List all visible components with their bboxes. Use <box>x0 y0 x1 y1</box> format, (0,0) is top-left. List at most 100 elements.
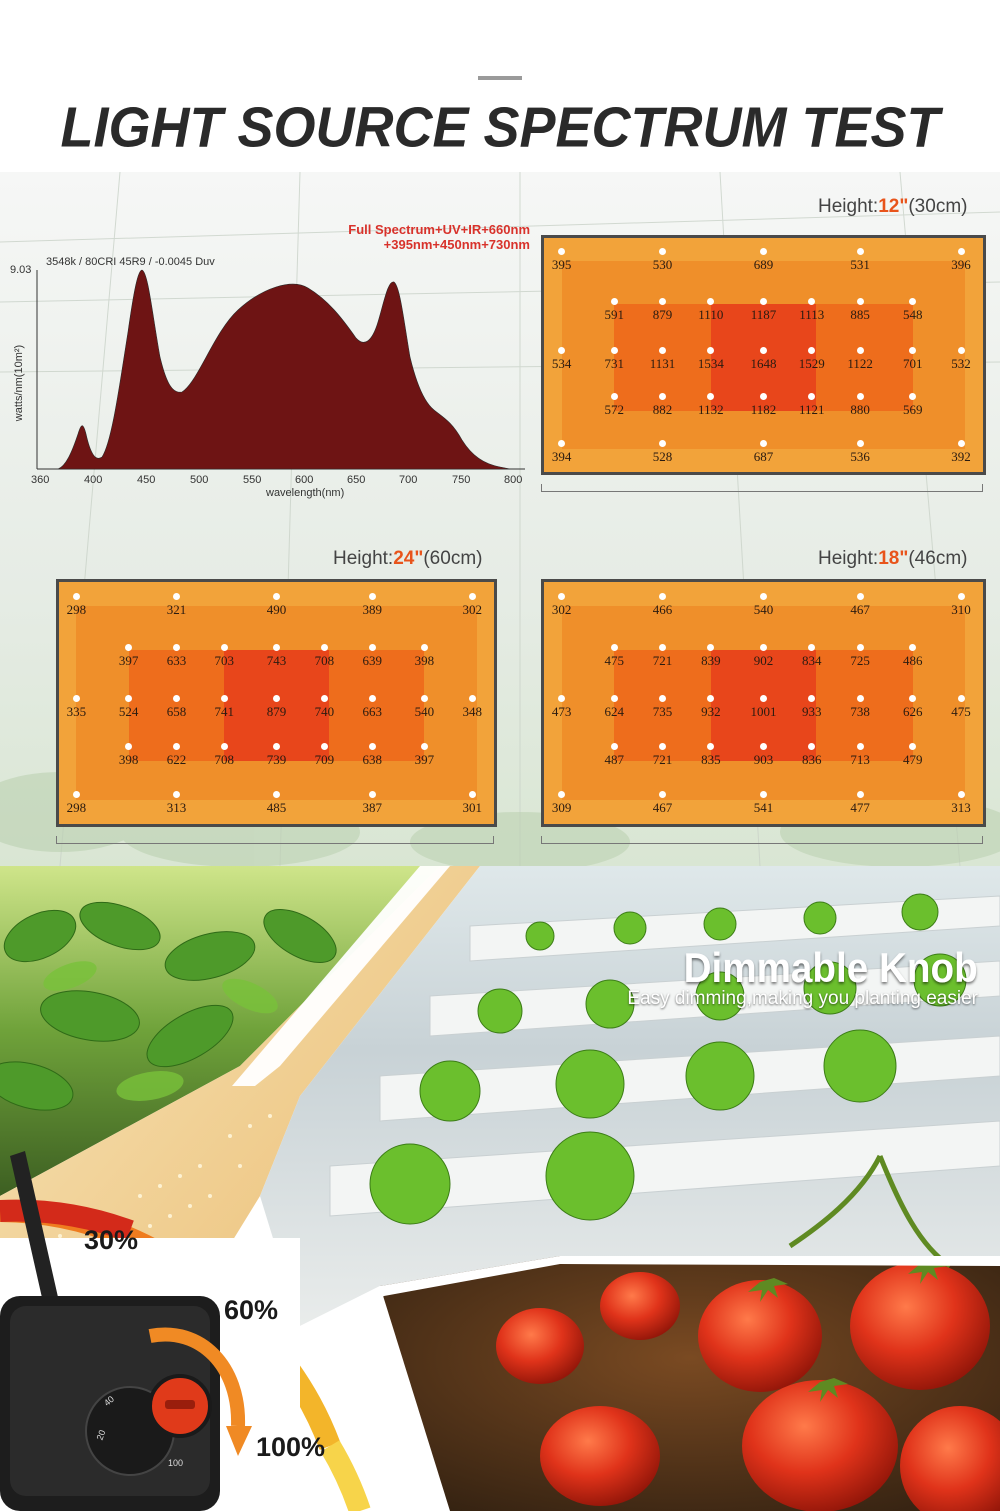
ppfd-value: 395 <box>544 248 593 273</box>
spectrum-chart: 3548k / 80CRI 45R9 / -0.0045 Duv 9.03 wa… <box>0 172 540 512</box>
measure-point-dot <box>72 791 80 799</box>
ppfd-value: 321 <box>145 592 207 618</box>
ppfd-number: 638 <box>362 751 382 767</box>
x-tick: 550 <box>243 474 262 486</box>
measure-point-dot <box>808 742 816 750</box>
x-tick: 600 <box>295 474 314 486</box>
ppfd-number: 626 <box>903 703 923 719</box>
x-tick: 500 <box>190 474 209 486</box>
ppfd-value: 626 <box>882 694 944 720</box>
measure-point-dot <box>760 592 767 600</box>
ppfd-value: 1529 <box>781 346 843 372</box>
ppfd-value: 721 <box>632 643 694 669</box>
measure-point-dot <box>760 643 767 651</box>
ppfd-number: 725 <box>850 652 870 668</box>
measure-point-dot <box>558 694 566 702</box>
dimmer-controller <box>0 1151 252 1511</box>
ppfd-value: 475 <box>930 694 983 720</box>
ppfd-value: 1001 <box>733 694 795 720</box>
ppfd-number: 572 <box>604 402 624 418</box>
ppfd-value: 475 <box>583 643 645 669</box>
grid-bracket <box>541 484 983 492</box>
ppfd-value: 572 <box>583 393 645 418</box>
ppfd-value: 703 <box>193 643 255 669</box>
measure-point-dot <box>659 440 667 448</box>
ppfd-value: 687 <box>733 440 795 465</box>
height-unit: (30cm) <box>908 196 968 217</box>
measure-point-dot <box>220 742 228 750</box>
measure-point-dot <box>468 592 476 600</box>
ppfd-value: 490 <box>246 592 308 618</box>
measure-point-dot <box>856 248 864 256</box>
ppfd-value: 689 <box>733 248 795 273</box>
measure-point-dot <box>125 694 133 702</box>
height-label: Height: <box>818 548 879 569</box>
ppfd-number: 721 <box>652 652 673 668</box>
ppfd-value: 392 <box>930 440 983 465</box>
ppfd-number: 301 <box>462 800 483 816</box>
measure-point-dot <box>468 694 476 702</box>
measure-point-dot <box>808 346 816 354</box>
ppfd-value: 524 <box>98 694 160 720</box>
measure-point-dot <box>610 643 618 651</box>
ppfd-number: 633 <box>166 652 187 668</box>
ppfd-number: 313 <box>166 800 187 816</box>
ppfd-number: 708 <box>214 751 235 767</box>
ppfd-number: 839 <box>701 652 721 668</box>
ppfd-value: 1131 <box>632 346 694 372</box>
measure-point-dot <box>273 643 280 651</box>
ppfd-number: 528 <box>652 449 673 465</box>
measure-point-dot <box>760 440 767 448</box>
measure-point-dot <box>659 248 667 256</box>
ppfd-value: 387 <box>341 791 403 816</box>
ppfd-number: 392 <box>951 449 971 465</box>
measure-point-dot <box>707 297 715 305</box>
measure-point-dot <box>707 393 715 401</box>
ppfd-number: 479 <box>903 751 923 767</box>
measure-point-dot <box>125 643 133 651</box>
dim-level-100: 100% <box>256 1432 326 1462</box>
ppfd-number: 532 <box>951 355 971 371</box>
ppfd-value: 725 <box>829 643 891 669</box>
ppfd-value: 486 <box>882 643 944 669</box>
ppfd-value: 1534 <box>680 346 742 372</box>
measure-point-dot <box>659 393 667 401</box>
measure-point-dot <box>610 346 618 354</box>
ppfd-value: 1648 <box>733 346 795 372</box>
height-value: 24" <box>393 548 424 569</box>
ppfd-value: 310 <box>930 592 983 618</box>
measure-point-dot <box>368 592 376 600</box>
measure-point-dot <box>558 440 566 448</box>
ppfd-value: 389 <box>341 592 403 618</box>
ppfd-number: 531 <box>850 257 870 273</box>
ppfd-value: 473 <box>544 694 593 720</box>
measure-point-dot <box>273 791 280 799</box>
ppfd-value: 708 <box>293 643 355 669</box>
ppfd-value: 1122 <box>829 346 891 372</box>
ppfd-number: 397 <box>414 751 435 767</box>
ppfd-value: 835 <box>680 742 742 768</box>
ppfd-value: 839 <box>680 643 742 669</box>
ppfd-value: 879 <box>632 297 694 323</box>
ppfd-value: 541 <box>733 791 795 816</box>
dial-mark: 100 <box>168 1458 184 1468</box>
ppfd-value: 880 <box>829 393 891 418</box>
measure-point-dot <box>659 643 667 651</box>
ppfd-value: 591 <box>583 297 645 323</box>
measure-point-dot <box>220 694 228 702</box>
measure-point-dot <box>368 791 376 799</box>
measure-point-dot <box>957 248 965 256</box>
height-value: 18" <box>878 548 909 569</box>
ppfd-value: 487 <box>583 742 645 768</box>
top-divider <box>478 76 522 80</box>
ppfd-value: 731 <box>583 346 645 372</box>
grid-bracket <box>541 836 983 844</box>
ppfd-value: 1121 <box>781 393 843 418</box>
measure-point-dot <box>659 791 667 799</box>
measure-point-dot <box>760 297 767 305</box>
measure-point-dot <box>808 694 816 702</box>
ppfd-number: 298 <box>66 601 87 617</box>
ppfd-number: 739 <box>266 751 287 767</box>
measure-point-dot <box>760 346 767 354</box>
measure-point-dot <box>909 643 917 651</box>
